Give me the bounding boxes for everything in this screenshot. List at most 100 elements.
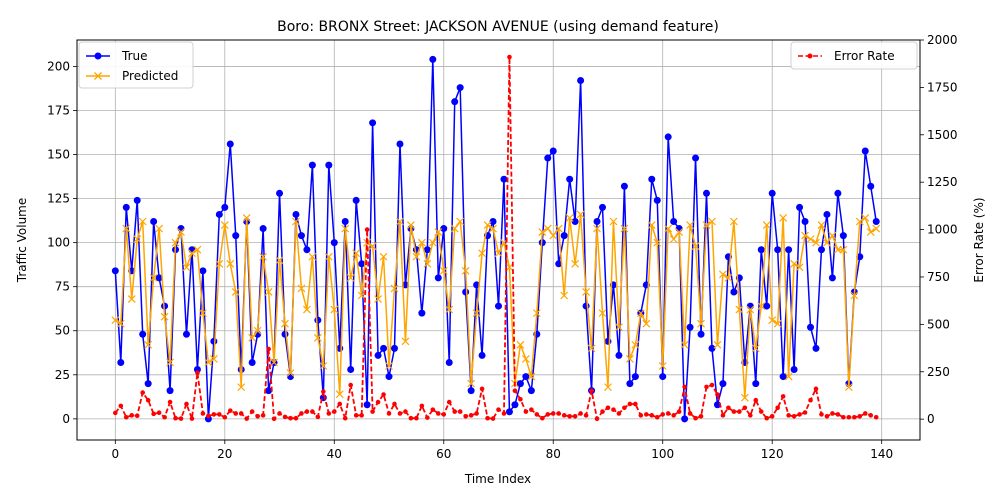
point-predicted	[872, 224, 881, 233]
point-predicted	[686, 221, 695, 229]
y2-tick-label: 1000	[927, 223, 958, 237]
point-predicted	[166, 358, 174, 367]
point-true	[516, 380, 524, 388]
point-error-rate	[299, 411, 304, 416]
point-predicted	[385, 362, 393, 370]
point-true	[593, 217, 601, 225]
point-true	[664, 133, 672, 141]
point-error-rate	[753, 397, 759, 403]
point-predicted	[691, 242, 700, 251]
point-true	[117, 358, 125, 366]
point-error-rate	[671, 413, 676, 418]
point-predicted	[812, 238, 820, 247]
point-predicted	[516, 340, 525, 349]
point-predicted	[357, 291, 366, 300]
legend-error-marker	[807, 53, 813, 59]
point-error-rate	[731, 409, 737, 414]
point-true	[675, 225, 683, 233]
point-true	[380, 344, 388, 352]
point-predicted	[226, 259, 235, 268]
point-predicted	[680, 340, 689, 349]
point-predicted	[609, 217, 618, 226]
point-true	[281, 330, 289, 338]
point-error-rate	[446, 399, 452, 405]
point-predicted	[549, 231, 558, 240]
point-predicted	[352, 249, 361, 258]
legend-true-marker	[94, 52, 102, 60]
point-predicted	[368, 242, 377, 251]
point-error-rate	[600, 409, 605, 414]
point-predicted	[729, 217, 738, 226]
point-predicted	[456, 217, 465, 226]
point-error-rate	[808, 397, 813, 403]
point-error-rate	[167, 399, 173, 405]
point-error-rate	[611, 407, 616, 412]
point-predicted	[461, 266, 470, 275]
legend-predicted-marker	[94, 72, 102, 80]
x-tick-label: 20	[217, 447, 232, 461]
point-error-rate	[682, 384, 687, 390]
plot-frame	[76, 39, 921, 441]
point-true	[297, 232, 305, 240]
point-error-rate	[485, 415, 490, 421]
point-predicted	[138, 217, 147, 226]
point-error-rate	[797, 412, 802, 417]
y-axis-left: 0 25 50 75 100 125 150 175 200	[47, 59, 77, 426]
point-predicted	[434, 228, 443, 236]
point-error-rate	[457, 409, 463, 414]
point-predicted	[467, 379, 476, 388]
point-error-rate	[260, 413, 266, 418]
point-predicted	[253, 326, 262, 335]
series-predicted	[111, 210, 881, 402]
point-predicted	[768, 316, 777, 325]
y-tick-label: 150	[47, 148, 70, 162]
point-predicted	[790, 259, 799, 268]
point-predicted	[587, 344, 596, 353]
point-error-rate	[452, 409, 458, 414]
point-error-rate	[539, 415, 545, 421]
point-true	[308, 161, 316, 169]
point-true	[746, 302, 754, 310]
point-predicted	[259, 252, 268, 261]
point-true	[615, 351, 623, 359]
point-error-rate	[255, 414, 260, 419]
point-error-rate	[572, 414, 578, 419]
point-predicted	[494, 249, 503, 258]
point-true	[801, 217, 809, 225]
point-predicted	[412, 252, 421, 261]
point-true	[555, 260, 563, 268]
point-true	[122, 203, 130, 211]
point-error-rate	[200, 411, 206, 416]
y-tick-label: 200	[47, 59, 70, 73]
y-tick-label: 0	[62, 412, 70, 426]
point-true	[489, 217, 497, 225]
point-predicted	[324, 252, 333, 261]
point-predicted	[401, 337, 410, 346]
point-true	[631, 373, 639, 381]
point-predicted	[177, 228, 185, 236]
point-true	[418, 309, 426, 317]
point-error-rate	[162, 414, 167, 420]
point-error-rate	[534, 412, 540, 417]
point-predicted	[396, 217, 404, 226]
point-true	[133, 196, 141, 204]
x-axis-label: Time Index	[464, 472, 531, 486]
point-true	[182, 330, 190, 338]
point-predicted	[275, 256, 284, 265]
point-error-rate	[173, 415, 178, 421]
point-true	[604, 337, 612, 345]
legend-right: Error Rate	[790, 41, 918, 70]
point-true	[571, 217, 579, 225]
point-true	[719, 380, 727, 388]
y2-tick-label: 750	[927, 270, 950, 284]
point-true	[730, 288, 738, 296]
point-error-rate	[140, 390, 145, 395]
point-error-rate	[583, 413, 589, 418]
x-axis: 0 20 40 60 80 100 120 140	[111, 440, 893, 461]
point-true	[434, 274, 442, 282]
point-predicted	[784, 372, 793, 381]
point-error-rate	[206, 413, 211, 419]
point-error-rate	[277, 411, 282, 416]
point-predicted	[806, 235, 815, 244]
point-true	[451, 98, 459, 106]
